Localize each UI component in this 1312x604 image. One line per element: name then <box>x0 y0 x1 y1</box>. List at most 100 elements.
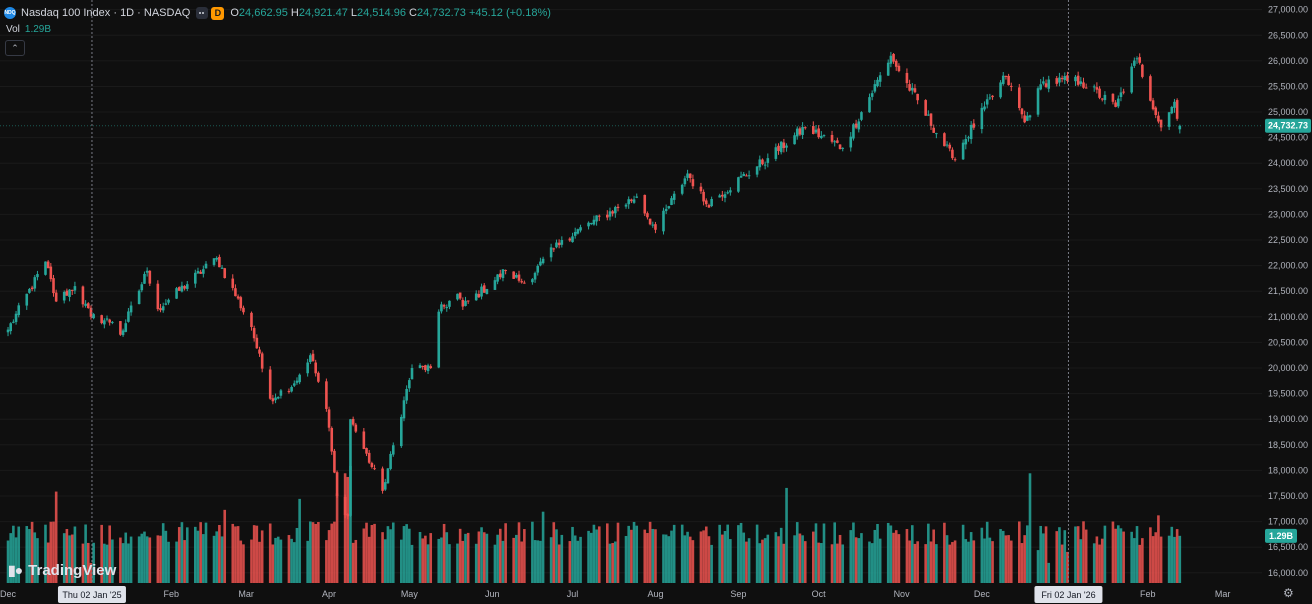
volume-bar <box>868 541 871 583</box>
candle-body <box>1116 98 1120 107</box>
volume-bar <box>595 529 598 583</box>
volume-bar <box>279 539 283 583</box>
volume-bar <box>204 522 208 583</box>
candle-body <box>531 279 534 283</box>
volume-bar <box>325 540 328 583</box>
candle-body <box>1028 115 1032 118</box>
volume-bar <box>983 538 986 583</box>
volume-bar <box>777 536 780 583</box>
more-dots-icon[interactable] <box>196 7 209 19</box>
candle-body <box>84 303 87 306</box>
candle-body <box>811 126 815 135</box>
candle-body <box>560 240 564 245</box>
volume-bar <box>100 524 103 583</box>
candle-body <box>408 380 411 389</box>
volume-bar <box>801 535 804 583</box>
volume-bar <box>167 541 170 583</box>
volume-bar <box>1023 535 1026 583</box>
y-tick-label: 20,000.00 <box>1268 363 1308 373</box>
volume-bar <box>485 533 489 583</box>
candle-body <box>279 390 283 396</box>
delay-badge[interactable]: D <box>211 6 225 20</box>
volume-bar <box>351 542 355 583</box>
x-tick-label: Dec <box>0 589 16 599</box>
volume-bar <box>482 532 486 583</box>
candle-body <box>630 199 633 202</box>
candle-body <box>164 303 168 305</box>
candle-body <box>814 129 818 133</box>
candle-body <box>501 269 505 278</box>
candle-body <box>841 147 845 149</box>
x-tick-label: Mar <box>1215 589 1231 599</box>
candle-body <box>520 281 523 283</box>
volume-bar <box>571 526 574 583</box>
volume-bar <box>1039 525 1043 583</box>
volume-bar <box>1082 521 1085 583</box>
candle-body <box>223 268 227 278</box>
volume-bar <box>737 525 740 583</box>
volume-bar <box>49 521 53 583</box>
candle-body <box>1167 112 1171 127</box>
symbol-title[interactable]: Nasdaq 100 Index · 1D · NASDAQ <box>21 7 191 19</box>
gear-icon[interactable]: ⚙ <box>1283 586 1294 600</box>
volume-bar <box>811 531 815 583</box>
volume-bar <box>699 531 703 583</box>
x-tick-label: May <box>401 589 419 599</box>
volume-bar <box>239 540 243 583</box>
candle-body <box>424 365 427 371</box>
candle-body <box>1079 81 1083 84</box>
chevron-up-icon[interactable]: ⌃ <box>5 40 25 56</box>
candle-body <box>167 299 170 303</box>
candle-body <box>309 355 312 362</box>
volume-bar <box>461 540 465 583</box>
candle-body <box>1004 75 1008 77</box>
candle-body <box>852 124 855 139</box>
volume-bars <box>6 465 1182 583</box>
candle-body <box>662 210 665 232</box>
candle-body <box>605 214 609 218</box>
candle-body <box>62 291 66 301</box>
volume-bar <box>1042 533 1045 583</box>
time-axis[interactable]: Dec Feb Mar Apr May Jun Jul Aug Sep Oct Nov Dec Feb M… <box>0 589 1230 599</box>
volume-bar <box>159 535 162 583</box>
tradingview-logo[interactable]: ▮● TradingView <box>8 560 116 580</box>
candle-body <box>568 238 572 241</box>
candle-body <box>365 447 368 454</box>
candle-body <box>271 398 275 402</box>
volume-bar <box>367 536 371 583</box>
candle-body <box>44 261 47 275</box>
volume-bar <box>1007 535 1010 583</box>
volume-bar <box>276 536 280 583</box>
candle-body <box>755 166 759 175</box>
volume-bar <box>688 536 692 583</box>
volume-bar <box>782 543 786 583</box>
volume-bar <box>608 543 612 583</box>
candle-body <box>1039 84 1043 90</box>
volume-bar <box>568 541 572 583</box>
candle-body <box>258 349 261 354</box>
volume-bar <box>386 526 390 583</box>
candle-body <box>52 278 55 294</box>
candle-body <box>389 453 392 469</box>
candle-body <box>983 106 986 110</box>
last-volume-label: 1.29B <box>1269 531 1294 541</box>
candle-body <box>945 144 949 146</box>
candle-body <box>111 321 114 323</box>
candle-body <box>721 194 724 197</box>
volume-bar <box>988 537 992 583</box>
volume-bar <box>466 532 470 583</box>
candle-body <box>36 274 39 278</box>
y-tick-label: 20,500.00 <box>1268 337 1308 347</box>
candle-body <box>140 284 144 291</box>
candle-body <box>504 270 507 272</box>
volume-bar <box>105 544 109 583</box>
high-value: 24,921.47 <box>298 7 348 19</box>
candle-body <box>595 215 598 222</box>
price-axis[interactable]: 16,000.00 16,500.00 17,000.00 17,500.00 18,0… <box>1268 5 1308 578</box>
candle-body <box>608 211 612 217</box>
volume-bar <box>456 543 459 583</box>
candle-body <box>1001 75 1005 84</box>
candle-body <box>822 135 826 137</box>
candle-body <box>1026 115 1029 121</box>
